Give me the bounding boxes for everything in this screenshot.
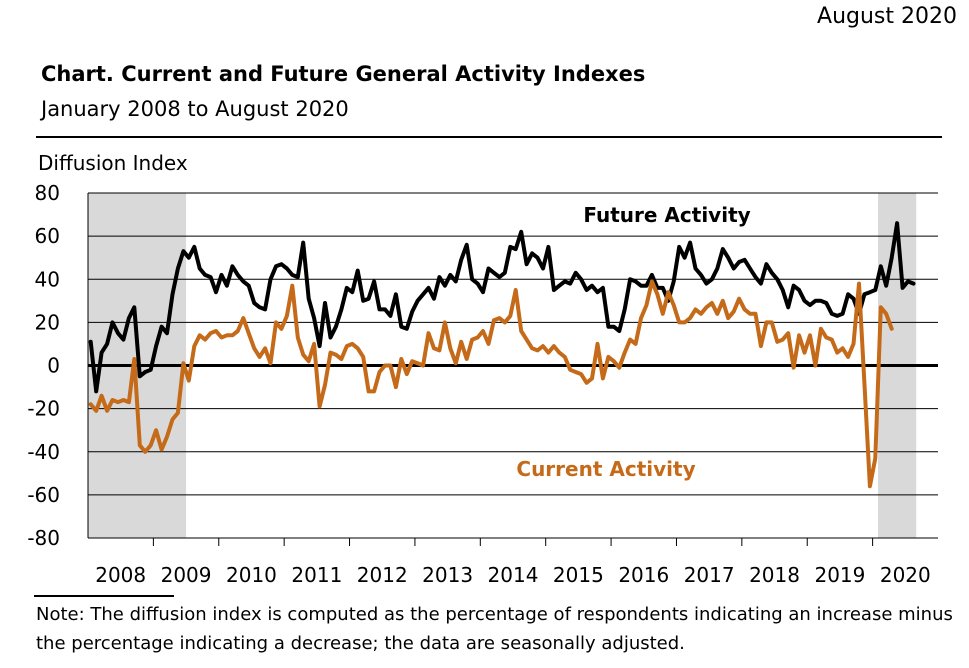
x-tick-label: 2018	[749, 563, 800, 587]
y-tick-label: 0	[47, 354, 60, 378]
footnote: Note: The diffusion index is computed as…	[36, 604, 953, 654]
series-line-future-activity	[88, 221, 916, 394]
series-line-current-activity	[88, 279, 894, 489]
x-tick-label: 2016	[618, 563, 669, 587]
y-tick-label: 80	[35, 181, 60, 205]
x-tick-label: 2008	[95, 563, 146, 587]
y-tick-label: -40	[27, 440, 60, 464]
y-tick-label: 60	[35, 224, 60, 248]
x-tick-label: 2009	[161, 563, 212, 587]
note-rule	[34, 595, 174, 597]
header-rule	[36, 136, 942, 138]
x-tick-label: 2019	[814, 563, 865, 587]
y-tick-label: 40	[35, 267, 60, 291]
x-tick-label: 2010	[226, 563, 277, 587]
report-date: August 2020	[817, 4, 957, 29]
series-label-future-activity: Future Activity	[583, 203, 750, 227]
y-tick-label: 20	[35, 310, 60, 334]
chart-title: Chart. Current and Future General Activi…	[41, 62, 646, 86]
x-tick-label: 2017	[684, 563, 735, 587]
x-tick-label: 2011	[291, 563, 342, 587]
x-tick-label: 2015	[553, 563, 604, 587]
y-tick-label: -20	[27, 397, 60, 421]
x-tick-label: 2013	[422, 563, 473, 587]
y-tick-label: -60	[27, 483, 60, 507]
x-tick-label: 2020	[880, 563, 931, 587]
x-tick-label: 2014	[488, 563, 539, 587]
y-tick-label: -80	[27, 526, 60, 550]
x-tick-label: 2012	[357, 563, 408, 587]
chart-subtitle: January 2008 to August 2020	[41, 97, 349, 121]
y-axis-label: Diffusion Index	[38, 151, 188, 175]
series-label-current-activity: Current Activity	[516, 457, 695, 481]
